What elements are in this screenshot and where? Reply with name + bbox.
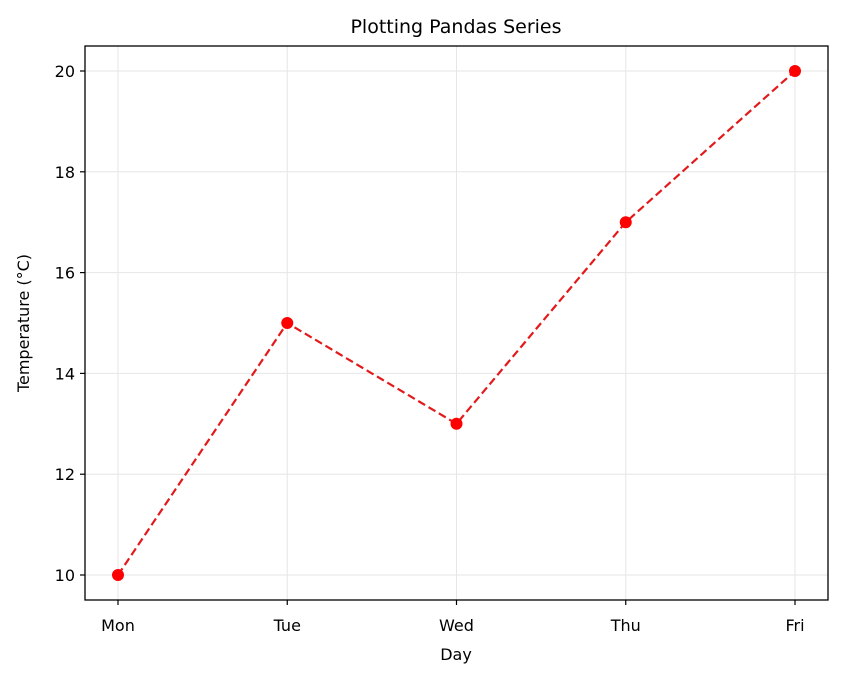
y-tick-label: 14	[55, 364, 75, 383]
x-tick-label: Wed	[439, 616, 474, 635]
grid-lines	[85, 46, 828, 600]
x-tick-label: Mon	[101, 616, 135, 635]
data-point-marker	[789, 65, 801, 77]
y-tick-label: 20	[55, 62, 75, 81]
data-point-marker	[619, 216, 632, 229]
y-tick-label: 18	[55, 163, 75, 182]
y-axis-ticks: 10 12 14 16 18 20	[55, 62, 85, 585]
x-tick-label: Thu	[610, 616, 641, 635]
data-point-marker	[450, 417, 463, 430]
x-axis-ticks: Mon Tue Wed Thu Fri	[101, 600, 805, 635]
y-tick-label: 10	[55, 566, 75, 585]
plot-area	[112, 65, 801, 581]
y-tick-label: 12	[55, 465, 75, 484]
y-tick-label: 16	[55, 264, 75, 283]
y-axis-label: Temperature (°C)	[14, 254, 33, 393]
x-axis-label: Day	[440, 645, 472, 664]
x-tick-label: Tue	[273, 616, 301, 635]
data-point-marker	[112, 569, 124, 581]
chart-title: Plotting Pandas Series	[350, 16, 561, 38]
data-point-marker	[281, 317, 294, 329]
x-tick-label: Fri	[785, 616, 804, 635]
